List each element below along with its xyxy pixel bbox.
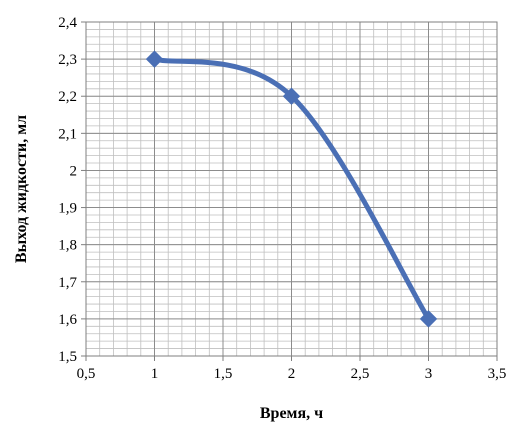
x-tick-label: 2 bbox=[288, 366, 296, 382]
y-tick-label: 1,8 bbox=[58, 238, 77, 254]
y-axis-title: Выход жидкости, мл bbox=[13, 115, 30, 263]
x-tick-label: 3 bbox=[425, 366, 433, 382]
data-point-marker bbox=[145, 50, 164, 68]
y-tick-label: 2,4 bbox=[58, 15, 77, 31]
y-tick-label: 1,9 bbox=[58, 201, 77, 217]
y-tick-label: 1,6 bbox=[58, 312, 77, 328]
y-tick-label: 1,7 bbox=[58, 275, 77, 291]
data-point-marker bbox=[282, 87, 301, 105]
y-axis-tick-labels: 1,5 1,6 1,7 1,8 1,9 2 2,1 2,2 2,3 2,4 bbox=[58, 15, 77, 365]
y-tick-label: 2,1 bbox=[58, 126, 77, 142]
x-tick-label: 3,5 bbox=[488, 366, 507, 382]
series-line bbox=[152, 56, 431, 322]
y-tick-label: 2,2 bbox=[58, 89, 77, 105]
x-tick-label: 2,5 bbox=[351, 366, 370, 382]
y-tick-label: 2 bbox=[70, 163, 78, 179]
plot-area-border bbox=[85, 21, 498, 357]
data-point-marker bbox=[419, 310, 438, 328]
x-axis-tick-labels: 0,5 1 1,5 2 2,5 3 3,5 bbox=[77, 366, 507, 382]
y-tick-label: 2,3 bbox=[58, 52, 77, 68]
x-tick-label: 1,5 bbox=[214, 366, 233, 382]
x-tick-label: 0,5 bbox=[77, 366, 96, 382]
x-axis-title: Время, ч bbox=[260, 405, 323, 422]
y-tick-label: 1,5 bbox=[58, 349, 77, 365]
x-tick-label: 1 bbox=[151, 366, 159, 382]
series-layer bbox=[145, 50, 438, 328]
